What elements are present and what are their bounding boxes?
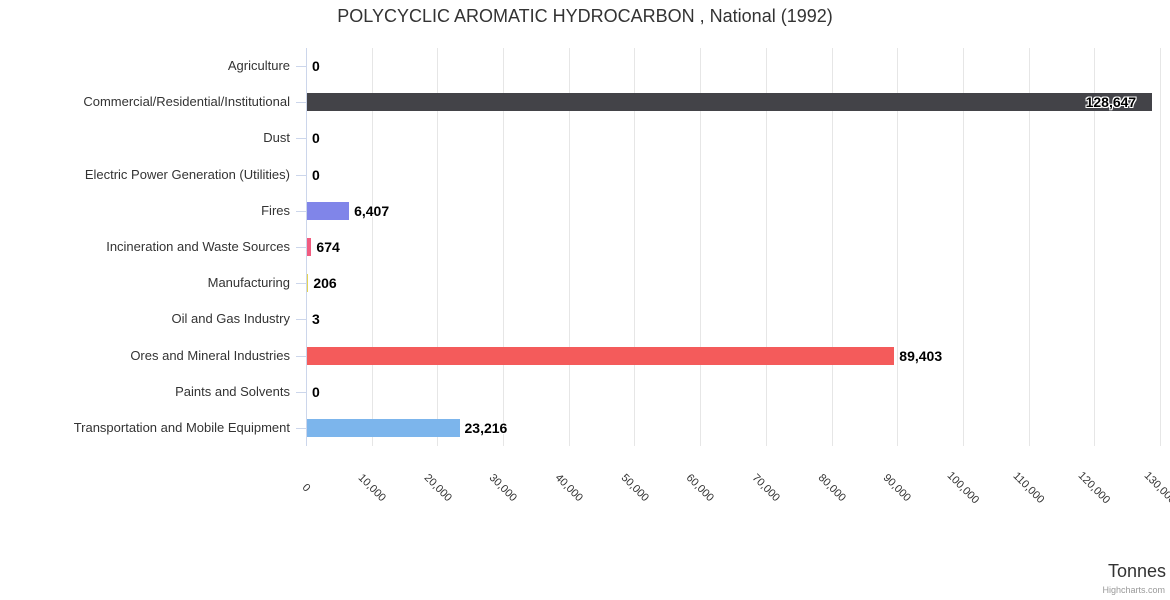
gridline	[634, 48, 636, 446]
category-label: Fires	[261, 202, 290, 218]
x-axis-tick-label: 130,000	[1141, 469, 1170, 507]
bar[interactable]	[307, 201, 350, 220]
category-axis-tick	[296, 138, 306, 139]
gridline	[1028, 48, 1030, 446]
x-axis-tick-label: 80,000	[815, 471, 848, 505]
x-axis-tick-label-wrap: 130,000	[1100, 443, 1170, 533]
x-axis-tick-label: 30,000	[486, 471, 520, 505]
category-label: Electric Power Generation (Utilities)	[84, 166, 290, 182]
category-axis-tick	[296, 428, 306, 429]
category-label: Ores and Mineral Industries	[130, 347, 290, 363]
category-label: Commercial/Residential/Institutional	[83, 94, 290, 110]
value-label: 3	[312, 311, 320, 328]
bar[interactable]	[307, 238, 312, 256]
gridline	[897, 48, 899, 446]
value-label: 674	[316, 239, 340, 255]
highcharts-credits-link[interactable]: Highcharts.com	[1102, 585, 1165, 595]
category-axis-tick	[296, 102, 306, 103]
bar[interactable]	[307, 418, 460, 437]
x-axis-tick-label-wrap: 60,000	[640, 443, 760, 533]
category-axis-tick	[296, 356, 306, 357]
category-label: Oil and Gas Industry	[171, 311, 291, 327]
value-label: 23,216	[464, 419, 508, 436]
x-axis-tick-label: 120,000	[1075, 469, 1113, 507]
x-axis-tick-label: 60,000	[683, 471, 717, 505]
category-axis-tick	[296, 283, 306, 284]
value-label: 206	[313, 275, 337, 292]
gridline	[568, 48, 570, 446]
category-label: Dust	[263, 130, 290, 146]
x-axis-tick-label: 100,000	[944, 469, 982, 507]
gridline	[700, 48, 702, 446]
x-axis-tick-label-wrap: 10,000	[312, 443, 432, 533]
bar[interactable]	[307, 274, 309, 293]
gridline	[503, 48, 505, 446]
gridline	[962, 48, 964, 446]
gridline	[1160, 48, 1161, 446]
category-axis-tick	[296, 392, 306, 393]
value-label: 0	[312, 130, 320, 147]
x-axis-tick-label: 20,000	[421, 471, 454, 505]
bar[interactable]	[307, 346, 895, 365]
x-axis-tick-label: 110,000	[1010, 469, 1047, 507]
value-axis-title: Tonnes	[1107, 561, 1166, 581]
x-axis-tick-label-wrap: 100,000	[903, 443, 1023, 533]
x-axis-tick-label-wrap: 120,000	[1034, 443, 1154, 533]
category-axis-tick	[296, 247, 306, 248]
value-axis-line	[306, 48, 307, 446]
gridline	[831, 48, 833, 446]
value-label: 0	[312, 166, 320, 183]
category-axis-tick	[296, 211, 306, 212]
x-axis-tick-label: 50,000	[618, 471, 651, 505]
category-axis-tick	[296, 66, 306, 67]
category-label: Paints and Solvents	[175, 383, 290, 399]
x-axis-tick-label: 90,000	[881, 471, 914, 505]
bar[interactable]	[307, 93, 1153, 112]
value-label: 89,403	[899, 347, 943, 364]
x-axis-tick-label-wrap: 0	[246, 443, 366, 533]
category-axis-tick	[296, 319, 306, 320]
gridline	[1094, 48, 1096, 446]
x-axis-tick-label-wrap: 70,000	[706, 443, 826, 533]
x-axis-tick-label: 0	[299, 481, 313, 495]
x-axis-tick-label-wrap: 40,000	[509, 443, 629, 533]
gridline	[371, 48, 373, 446]
category-label: Manufacturing	[207, 275, 290, 291]
value-label: 6,407	[354, 202, 390, 219]
x-axis-tick-label-wrap: 110,000	[969, 443, 1089, 533]
x-axis-tick-label-wrap: 30,000	[443, 443, 563, 533]
value-label: 0	[312, 383, 320, 400]
category-label: Transportation and Mobile Equipment	[73, 419, 290, 435]
gridline	[437, 48, 439, 446]
x-axis-tick-label: 10,000	[355, 471, 388, 505]
category-label: Agriculture	[227, 58, 290, 74]
chart-title: POLYCYCLIC AROMATIC HYDROCARBON , Nation…	[337, 6, 833, 26]
x-axis-tick-label-wrap: 50,000	[574, 443, 694, 533]
x-axis-tick-label: 70,000	[749, 471, 782, 505]
x-axis-tick-label: 40,000	[552, 471, 585, 505]
x-axis-tick-label-wrap: 90,000	[837, 443, 957, 533]
category-label: Incineration and Waste Sources	[106, 239, 290, 254]
gridline	[765, 48, 767, 446]
value-label: 128,647	[1085, 94, 1137, 111]
category-axis-tick	[296, 175, 306, 176]
value-label: 0	[312, 58, 320, 75]
x-axis-tick-label-wrap: 20,000	[377, 443, 497, 533]
x-axis-tick-label-wrap: 80,000	[772, 443, 892, 533]
